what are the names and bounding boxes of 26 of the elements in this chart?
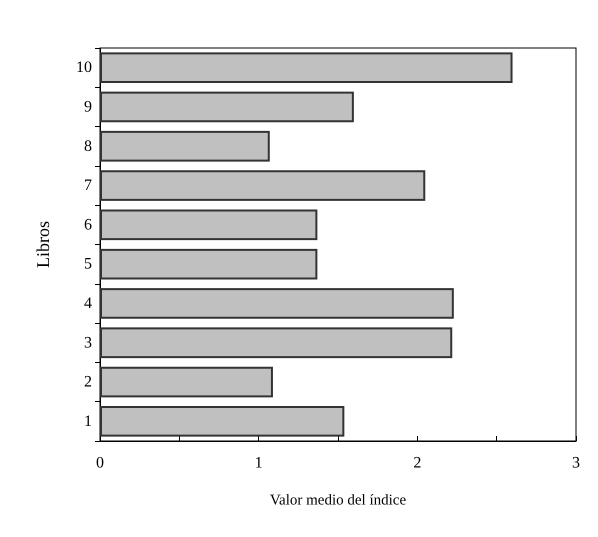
y-tick-label: 8 xyxy=(84,138,92,155)
y-tick-label: 2 xyxy=(84,374,92,391)
bar xyxy=(100,92,354,122)
bar xyxy=(100,406,344,437)
y-tick-label: 3 xyxy=(84,334,92,352)
x-tick-label: 0 xyxy=(96,454,104,472)
bar xyxy=(100,52,513,83)
x-tick-label: 2 xyxy=(413,454,422,472)
bar xyxy=(100,170,426,201)
bar xyxy=(100,248,318,280)
x-axis-title: Valor medio del índice xyxy=(270,492,406,508)
y-axis-title: Libros xyxy=(33,221,53,268)
y-tick-label: 6 xyxy=(84,216,92,234)
y-tick-label: 4 xyxy=(84,294,92,312)
x-tick-label: 3 xyxy=(572,454,580,472)
y-tick-label: 1 xyxy=(84,412,92,430)
bar xyxy=(100,327,452,358)
bar xyxy=(100,366,273,398)
bar xyxy=(100,210,318,240)
y-tick-label: 5 xyxy=(84,256,92,273)
y-tick-label: 7 xyxy=(84,177,92,194)
bar xyxy=(100,288,454,319)
y-tick-label: 10 xyxy=(76,59,92,76)
bar xyxy=(100,130,270,162)
y-tick-label: 9 xyxy=(84,98,92,116)
x-tick-label: 1 xyxy=(254,454,263,472)
